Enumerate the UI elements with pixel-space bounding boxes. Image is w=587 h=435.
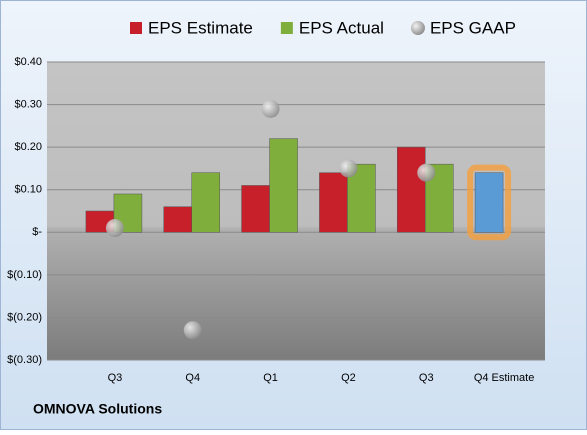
bar xyxy=(474,172,504,233)
point xyxy=(417,163,436,182)
highlight-glow xyxy=(467,164,512,241)
y-tick-label: $0.30 xyxy=(14,98,42,110)
bar xyxy=(241,185,270,233)
x-tick-label: Q3 xyxy=(108,372,123,384)
legend-marker xyxy=(410,21,425,35)
legend-marker xyxy=(280,22,293,34)
x-tick-label: Q3 xyxy=(419,372,434,384)
bar xyxy=(397,146,426,233)
bar xyxy=(163,206,192,233)
x-tick-label: Q2 xyxy=(341,372,356,384)
x-tick-label: Q4 xyxy=(185,372,200,384)
legend-label: EPS GAAP xyxy=(430,18,516,37)
point xyxy=(183,321,202,340)
legend-marker xyxy=(130,22,142,34)
x-tick-label: Q1 xyxy=(263,372,278,384)
footer: OMNOVA Solutions xyxy=(33,401,162,417)
y-tick-label: $- xyxy=(32,226,42,238)
bar xyxy=(319,172,348,233)
point xyxy=(261,99,280,118)
y-tick-label: $(0.10) xyxy=(7,269,42,281)
point xyxy=(339,159,358,178)
y-tick-label: $0.40 xyxy=(14,56,42,68)
legend-label: EPS Actual xyxy=(299,18,384,37)
y-tick-label: $0.10 xyxy=(14,184,42,196)
bar xyxy=(269,138,298,233)
x-tick-label: Q4 Estimate xyxy=(474,372,535,384)
y-tick-label: $(0.20) xyxy=(7,311,42,323)
y-tick-label: $(0.30) xyxy=(7,354,42,366)
point xyxy=(105,219,124,238)
y-tick-label: $0.20 xyxy=(14,141,42,153)
bar xyxy=(191,172,220,233)
legend-label: EPS Estimate xyxy=(148,18,253,37)
